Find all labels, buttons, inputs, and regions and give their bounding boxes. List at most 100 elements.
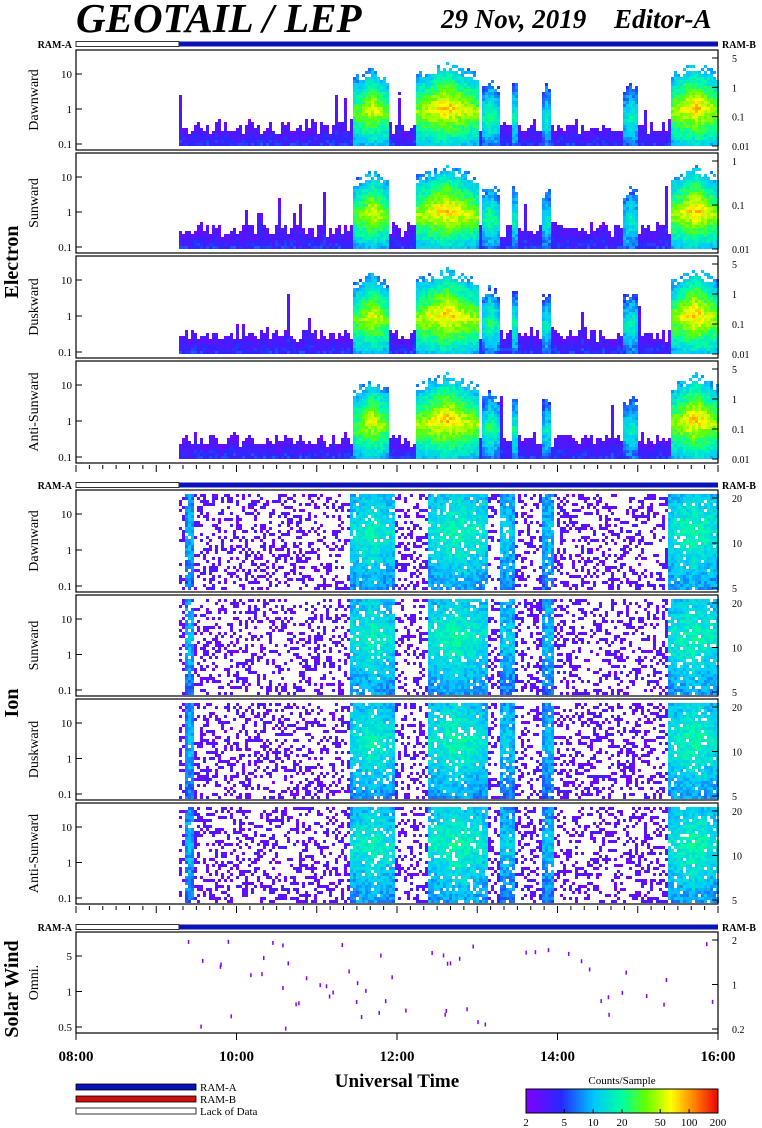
spectrogram-cell-electron xyxy=(358,213,362,216)
spectrogram-cell-electron xyxy=(439,113,443,116)
spectrogram-cell-electron xyxy=(208,134,212,137)
spectrogram-cell-electron xyxy=(511,195,515,198)
spectrogram-cell-electron xyxy=(280,134,284,137)
spectrogram-cell-electron xyxy=(370,228,374,231)
spectrogram-cell-electron xyxy=(688,213,692,216)
spectrogram-cell-electron xyxy=(352,243,356,246)
spectrogram-cell-electron xyxy=(541,234,545,237)
spectrogram-cell-electron xyxy=(511,110,515,113)
spectrogram-cell-electron xyxy=(454,110,458,113)
spectrogram-cell-electron xyxy=(436,68,440,71)
spectrogram-cell-electron xyxy=(370,240,374,243)
spectrogram-cell-electron xyxy=(706,222,710,225)
spectrogram-cell-electron xyxy=(592,246,596,249)
spectrogram-cell-electron xyxy=(673,195,677,198)
spectrogram-cell-electron xyxy=(193,246,197,249)
spectrogram-cell-electron xyxy=(373,104,377,107)
spectrogram-cell-electron xyxy=(250,234,254,237)
spectrogram-cell-electron xyxy=(463,116,467,119)
spectrogram-cell-electron xyxy=(511,201,515,204)
spectrogram-cell-electron xyxy=(538,246,542,249)
spectrogram-cell-electron xyxy=(253,137,257,140)
spectrogram-cell-electron xyxy=(565,143,569,146)
spectrogram-cell-electron xyxy=(673,113,677,116)
spectrogram-cell-electron xyxy=(265,134,269,137)
spectrogram-cell-electron xyxy=(307,246,311,249)
spectrogram-cell-electron xyxy=(346,234,350,237)
spectrogram-cell-electron xyxy=(697,92,701,95)
spectrogram-cell-electron xyxy=(466,143,470,146)
spectrogram-cell-electron xyxy=(445,186,449,189)
spectrogram-cell-electron xyxy=(706,198,710,201)
spectrogram-cell-electron xyxy=(463,201,467,204)
spectrogram-cell-electron xyxy=(421,195,425,198)
spectrogram-cell-electron xyxy=(217,140,221,143)
spectrogram-cell-electron xyxy=(481,225,485,228)
spectrogram-cell-electron xyxy=(634,204,638,207)
spectrogram-cell-electron xyxy=(352,86,356,89)
spectrogram-cell-electron xyxy=(364,246,368,249)
spectrogram-cell-electron xyxy=(511,219,515,222)
spectrogram-cell-electron xyxy=(610,240,614,243)
spectrogram-cell-electron xyxy=(424,243,428,246)
spectrogram-cell-electron xyxy=(379,234,383,237)
spectrogram-cell-electron xyxy=(376,83,380,86)
spectrogram-cell-electron xyxy=(274,339,278,342)
spectrogram-cell-electron xyxy=(562,143,566,146)
spectrogram-cell-electron xyxy=(691,86,695,89)
spectrogram-cell-electron xyxy=(421,174,425,177)
spectrogram-cell-electron xyxy=(442,207,446,210)
spectrogram-cell-electron xyxy=(700,204,704,207)
spectrogram-cell-electron xyxy=(310,348,314,351)
spectrogram-cell-electron xyxy=(451,80,455,83)
spectrogram-cell-electron xyxy=(709,68,713,71)
spectrogram-cell-electron xyxy=(217,246,221,249)
spectrogram-cell-electron xyxy=(685,104,689,107)
spectrogram-cell-electron xyxy=(382,228,386,231)
spectrogram-cell-electron xyxy=(589,143,593,146)
spectrogram-cell-electron xyxy=(334,246,338,249)
spectrogram-cell-electron xyxy=(439,122,443,125)
spectrogram-cell-electron xyxy=(451,125,455,128)
spectrogram-cell-electron xyxy=(703,192,707,195)
spectrogram-cell-electron xyxy=(412,228,416,231)
spectrogram-cell-electron xyxy=(232,246,236,249)
spectrogram-cell-electron xyxy=(184,231,188,234)
spectrogram-cell-electron xyxy=(676,74,680,77)
spectrogram-cell-electron xyxy=(364,225,368,228)
spectrogram-cell-electron xyxy=(688,104,692,107)
spectrogram-cell-electron xyxy=(373,210,377,213)
spectrogram-cell-electron xyxy=(592,237,596,240)
spectrogram-cell-electron xyxy=(256,222,260,225)
spectrogram-cell-electron xyxy=(181,143,185,146)
spectrogram-cell-electron xyxy=(316,134,320,137)
spectrogram-cell-electron xyxy=(625,104,629,107)
spectrogram-cell-electron xyxy=(433,186,437,189)
spectrogram-cell-electron xyxy=(199,336,203,339)
spectrogram-cell-electron xyxy=(478,225,482,228)
spectrogram-cell-electron xyxy=(181,234,185,237)
spectrogram-cell-electron xyxy=(463,110,467,113)
spectrogram-cell-electron xyxy=(682,183,686,186)
spectrogram-cell-electron xyxy=(295,342,299,345)
spectrogram-cell-electron xyxy=(448,231,452,234)
spectrogram-cell-electron xyxy=(490,216,494,219)
spectrogram-cell-electron xyxy=(361,131,365,134)
spectrogram-cell-electron xyxy=(379,122,383,125)
spectrogram-cell-electron xyxy=(451,180,455,183)
spectrogram-cell-electron xyxy=(532,122,536,125)
spectrogram-cell-electron xyxy=(496,119,500,122)
spectrogram-cell-electron xyxy=(685,119,689,122)
spectrogram-cell-electron xyxy=(682,89,686,92)
spectrogram-cell-electron xyxy=(475,134,479,137)
spectrogram-cell-electron xyxy=(370,74,374,77)
spectrogram-cell-electron xyxy=(415,174,419,177)
spectrogram-cell-electron xyxy=(472,80,476,83)
spectrogram-cell-electron xyxy=(541,213,545,216)
spectrogram-cell-electron xyxy=(688,140,692,143)
spectrogram-cell-electron xyxy=(691,119,695,122)
spectrogram-cell-electron xyxy=(217,348,221,351)
spectrogram-cell-electron xyxy=(679,143,683,146)
spectrogram-cell-electron xyxy=(184,246,188,249)
spectrogram-cell-electron xyxy=(517,243,521,246)
